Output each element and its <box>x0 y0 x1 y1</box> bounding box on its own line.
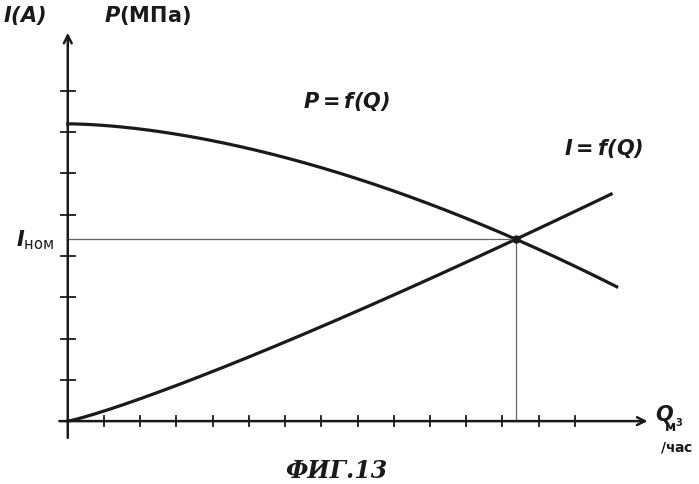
Text: ФИГ.13: ФИГ.13 <box>285 458 388 482</box>
Text: $\bfit{P}$$\bf{(МПа)}$: $\bfit{P}$$\bf{(МПа)}$ <box>104 4 191 27</box>
Text: $\bfit{I = f(Q)}$: $\bfit{I = f(Q)}$ <box>563 136 643 159</box>
Text: $\bfit{I(A)}$: $\bfit{I(A)}$ <box>3 4 47 27</box>
Text: $\bfit{P = f(Q)}$: $\bfit{P = f(Q)}$ <box>303 90 390 113</box>
Text: $\bfit{I_{\text{ном}}}$: $\bfit{I_{\text{ном}}}$ <box>15 228 54 252</box>
Text: $\bfit{Q}$: $\bfit{Q}$ <box>655 402 674 425</box>
Text: $\mathbf{м}^{\mathbf{3}}$: $\mathbf{м}^{\mathbf{3}}$ <box>664 415 684 434</box>
Text: $\mathbf{/час}$: $\mathbf{/час}$ <box>661 439 693 454</box>
